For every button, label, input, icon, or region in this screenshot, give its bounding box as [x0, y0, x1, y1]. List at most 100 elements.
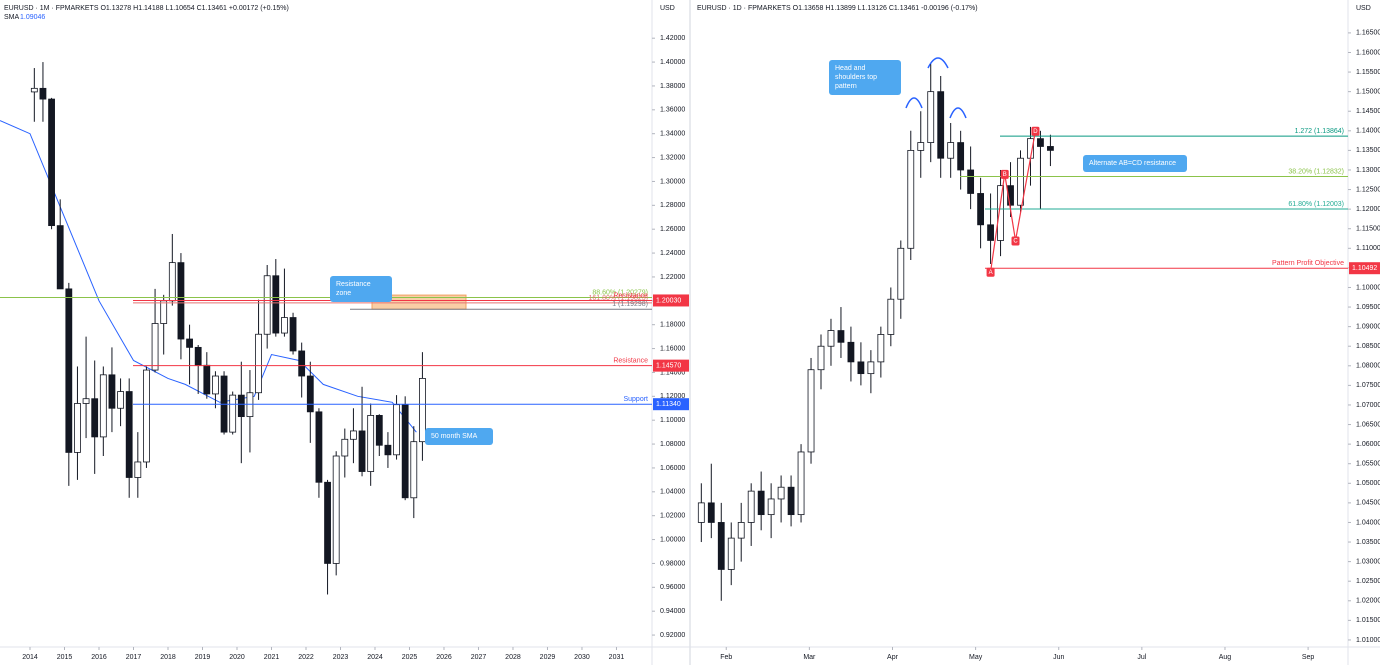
candle-body — [847, 341, 855, 363]
y-tick-label: 1.24000 — [660, 250, 685, 257]
axis-unit: USD — [1356, 5, 1371, 12]
pattern-point — [1000, 169, 1009, 179]
candle-body — [341, 438, 349, 457]
candle-body — [212, 375, 219, 395]
y-tick-label: 1.07000 — [1356, 402, 1380, 409]
y-tick-label: 1.42000 — [660, 35, 685, 42]
candle-body — [186, 338, 193, 348]
candle-body — [767, 498, 775, 516]
candle-body — [937, 91, 945, 159]
candle-body — [289, 317, 297, 352]
price-tag-label: 1.11340 — [656, 401, 681, 408]
price-tag — [1349, 262, 1380, 275]
y-tick-label: 0.92000 — [660, 632, 685, 639]
candle-body — [194, 346, 202, 366]
level-label: 161.80% (1.19823) — [588, 295, 648, 302]
candle-body — [263, 275, 271, 335]
candle-body — [143, 369, 150, 463]
x-tick-label: 2028 — [505, 654, 521, 661]
x-tick-label: 2018 — [160, 654, 176, 661]
candle-body — [298, 350, 306, 377]
candle-body — [867, 361, 875, 375]
y-tick-label: 1.03500 — [1356, 539, 1380, 546]
candle-body — [117, 391, 124, 409]
pattern-point — [1031, 126, 1040, 136]
candle-body — [827, 330, 835, 347]
x-tick-label: 2025 — [402, 654, 418, 661]
head-arc — [927, 57, 949, 69]
x-tick-label: 2031 — [609, 654, 625, 661]
x-tick-label: 2030 — [574, 654, 590, 661]
candle-body — [332, 455, 340, 564]
candle-body — [917, 142, 925, 151]
callout: Resistance zone — [330, 276, 392, 302]
candle-body — [777, 486, 785, 500]
pattern-point — [986, 267, 995, 277]
candle-body — [1047, 146, 1054, 151]
x-tick-label: Jun — [1053, 654, 1064, 661]
candle-body — [907, 149, 915, 249]
y-tick-label: 1.11000 — [1356, 245, 1380, 252]
y-tick-label: 1.09500 — [1356, 304, 1380, 311]
candle-body — [324, 481, 331, 564]
y-tick-label: 1.13000 — [1356, 167, 1380, 174]
x-tick-label: 2026 — [436, 654, 452, 661]
y-tick-label: 1.00000 — [660, 536, 685, 543]
candle-body — [108, 374, 116, 409]
y-tick-label: 1.02000 — [660, 513, 685, 520]
candle-body — [697, 502, 705, 523]
chart-header: EURUSD · 1M · FPMARKETS O1.13278 H1.1418… — [4, 5, 289, 12]
callout: 50 month SMA — [425, 428, 493, 445]
candle-body — [151, 323, 159, 371]
y-tick-label: 1.14500 — [1356, 108, 1380, 115]
candle-body — [39, 87, 47, 100]
candle-body — [134, 461, 142, 478]
axis-unit: USD — [660, 5, 675, 12]
candle-body — [1017, 157, 1024, 206]
y-tick-label: 1.14000 — [660, 369, 685, 376]
y-tick-label: 1.15500 — [1356, 69, 1380, 76]
x-tick-label: 2014 — [22, 654, 38, 661]
x-tick-label: Mar — [803, 654, 816, 661]
level-label: Resistance — [613, 292, 648, 299]
shoulder-arc — [949, 107, 967, 119]
candle-body — [315, 411, 323, 483]
y-tick-label: 1.34000 — [660, 131, 685, 138]
x-tick-label: Aug — [1219, 654, 1232, 661]
x-tick-label: Jul — [1137, 654, 1146, 661]
candle-body — [281, 317, 288, 334]
candle-body — [255, 333, 262, 394]
candle-body — [757, 490, 765, 516]
candle-body — [747, 490, 755, 523]
level-label: Resistance — [613, 357, 648, 364]
candle-body — [707, 502, 715, 523]
candle-body — [272, 275, 280, 334]
candle-body — [897, 247, 905, 300]
candle-body — [1037, 138, 1044, 147]
candle-body — [727, 537, 735, 570]
y-tick-label: 1.02000 — [1356, 598, 1380, 605]
x-tick-label: 2017 — [126, 654, 142, 661]
candle-body — [65, 288, 73, 453]
pattern-point-label: D — [1033, 129, 1038, 135]
y-tick-label: 1.28000 — [660, 202, 685, 209]
candle-body — [30, 87, 38, 93]
price-tag-label: 1.14570 — [656, 362, 681, 369]
abcd-line — [989, 130, 1037, 272]
level-label: 1.272 (1.13864) — [1295, 128, 1344, 135]
y-tick-label: 1.32000 — [660, 154, 685, 161]
candle-body — [375, 415, 383, 446]
y-tick-label: 1.16000 — [660, 345, 685, 352]
y-tick-label: 1.38000 — [660, 83, 685, 90]
x-tick-label: 2019 — [195, 654, 211, 661]
candle-body — [997, 185, 1004, 241]
indicator-name: SMA — [4, 14, 20, 21]
candle-body — [837, 330, 845, 343]
y-tick-label: 0.96000 — [660, 584, 685, 591]
candle-body — [967, 169, 975, 194]
candle-body — [401, 404, 409, 499]
candle-body — [82, 398, 90, 404]
x-tick-label: 2020 — [229, 654, 245, 661]
